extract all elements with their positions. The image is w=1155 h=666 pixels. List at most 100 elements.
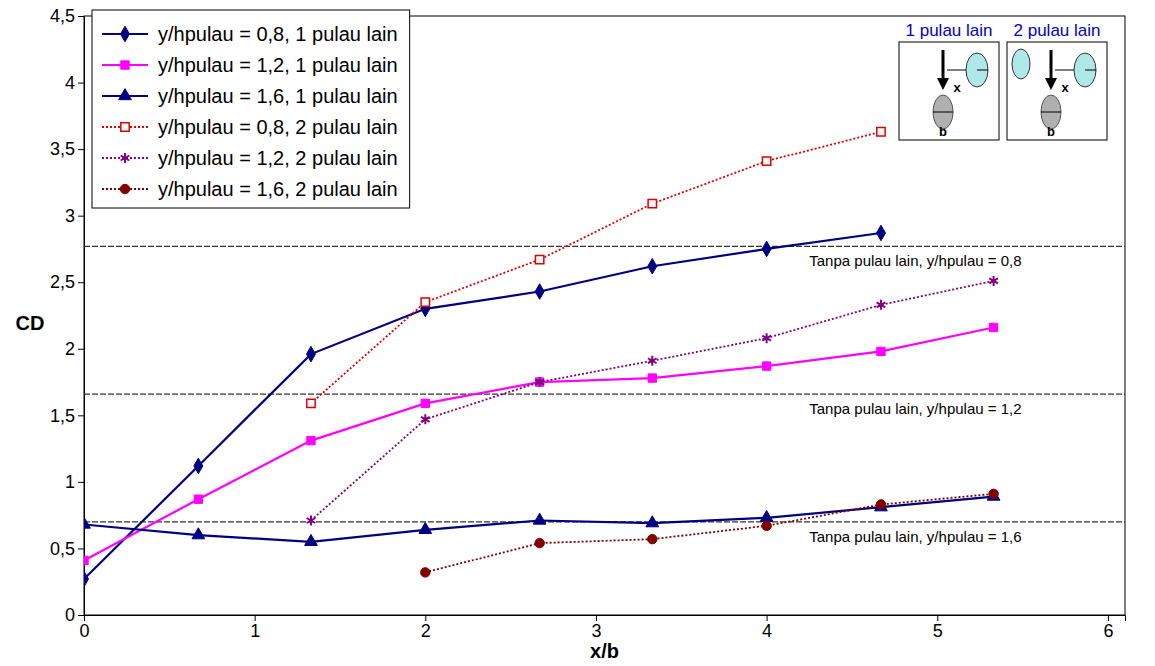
data-point	[307, 515, 316, 525]
data-point	[421, 298, 429, 306]
y-tick-label: 1,5	[50, 406, 75, 426]
data-point	[307, 399, 315, 407]
data-point	[421, 414, 430, 424]
data-point	[877, 300, 886, 310]
legend-label: y/hpulau = 1,6, 1 pulau lain	[158, 85, 398, 107]
legend-marker	[119, 89, 132, 100]
legend: y/hpulau = 0,8, 1 pulau lainy/hpulau = 1…	[92, 10, 410, 208]
inset-b-label: b	[1047, 124, 1055, 139]
data-point	[762, 333, 771, 343]
plot: 012345600,511,522,533,544,5Tanpa pulau l…	[50, 6, 1126, 641]
y-tick: 2	[65, 339, 84, 359]
data-point	[535, 284, 544, 300]
data-point	[648, 200, 656, 208]
y-tick-label: 2	[65, 339, 75, 359]
inset-b-label: b	[939, 124, 947, 139]
data-point	[307, 436, 315, 444]
legend-marker	[121, 26, 130, 42]
x-tick-label: 0	[79, 621, 89, 641]
legend-box	[92, 10, 410, 208]
annotation-label: Tanpa pulau lain, y/hpulau = 0,8	[809, 252, 1021, 269]
y-tick-mark	[78, 415, 84, 416]
data-point	[535, 377, 544, 387]
inset-label: 1 pulau lain	[906, 21, 993, 40]
y-tick-label: 3	[65, 206, 75, 226]
distance-line	[1055, 70, 1074, 71]
inset-label: 2 pulau lain	[1014, 21, 1101, 40]
data-point	[421, 399, 429, 407]
y-axis-title: CD	[16, 312, 45, 334]
x-tick: 6	[1103, 615, 1113, 641]
island-other	[1012, 49, 1030, 79]
data-point	[989, 276, 998, 286]
data-point	[876, 225, 885, 241]
data-point	[419, 522, 432, 533]
y-tick-label: 4	[65, 73, 75, 93]
inset-box	[1007, 42, 1107, 140]
data-point	[760, 510, 773, 521]
data-point	[535, 538, 544, 547]
x-tick-label: 2	[421, 621, 431, 641]
x-tick: 4	[762, 615, 772, 641]
data-point	[421, 568, 430, 577]
x-tick: 1	[250, 615, 260, 641]
island-b-line	[1041, 112, 1061, 113]
x-tick: 5	[933, 615, 943, 641]
legend-marker	[121, 153, 130, 163]
data-point	[84, 571, 88, 587]
data-point	[646, 516, 659, 527]
reference-line	[84, 393, 1125, 394]
y-tick-label: 0,5	[50, 539, 75, 559]
x-tick-label: 4	[762, 621, 772, 641]
annotations: Tanpa pulau lain, y/hpulau = 0,8 Tanpa pu…	[807, 251, 1023, 546]
reference-line	[84, 246, 1125, 247]
y-tick: 3	[65, 206, 84, 226]
annotation-label: Tanpa pulau lain, y/hpulau = 1,6	[809, 528, 1021, 545]
data-point	[648, 356, 657, 366]
flow-arrow	[942, 50, 945, 80]
legend-label: y/hpulau = 1,2, 2 pulau lain	[158, 147, 398, 169]
data-point	[762, 362, 770, 370]
data-point	[648, 534, 657, 543]
data-point	[306, 346, 315, 362]
data-point	[762, 241, 771, 257]
island-other	[966, 53, 988, 87]
y-tick-label: 3,5	[50, 139, 75, 159]
axis-line	[85, 616, 1126, 622]
data-point	[535, 255, 543, 263]
y-tick: 4,5	[50, 6, 84, 26]
x-tick-label: 3	[591, 621, 601, 641]
legend-label: y/hpulau = 0,8, 2 pulau lain	[158, 116, 398, 138]
data-point	[84, 556, 88, 564]
axis-line	[78, 17, 85, 616]
y-tick-mark	[78, 16, 84, 17]
x-tick: 3	[591, 615, 601, 641]
y-tick: 0	[65, 605, 84, 625]
y-tick-mark	[78, 282, 84, 283]
x-axis-title: x/b	[590, 640, 619, 662]
y-tick: 1,5	[50, 406, 84, 426]
inset-box	[899, 42, 999, 140]
x-tick-label: 5	[933, 621, 943, 641]
y-tick-label: 0	[65, 605, 75, 625]
label-patch	[807, 399, 1023, 418]
inset-x-label: x	[953, 80, 961, 95]
series-line	[84, 327, 994, 560]
island-line	[977, 70, 988, 71]
data-point	[194, 495, 202, 503]
island-other	[1074, 53, 1096, 87]
flow-arrow	[1050, 50, 1053, 80]
data-point	[192, 528, 205, 539]
x-tick-label: 6	[1103, 621, 1113, 641]
legend-marker	[121, 123, 129, 131]
inset-x-label: x	[1061, 80, 1069, 95]
island-b-line	[933, 112, 953, 113]
data-point	[648, 258, 657, 274]
data-point	[84, 517, 90, 528]
distance-line	[947, 70, 966, 71]
y-tick: 1	[65, 472, 84, 492]
y-tick-label: 4,5	[50, 6, 75, 26]
legend-marker	[121, 61, 129, 69]
legend-label: y/hpulau = 1,6, 2 pulau lain	[158, 178, 398, 200]
data-point	[305, 534, 318, 545]
